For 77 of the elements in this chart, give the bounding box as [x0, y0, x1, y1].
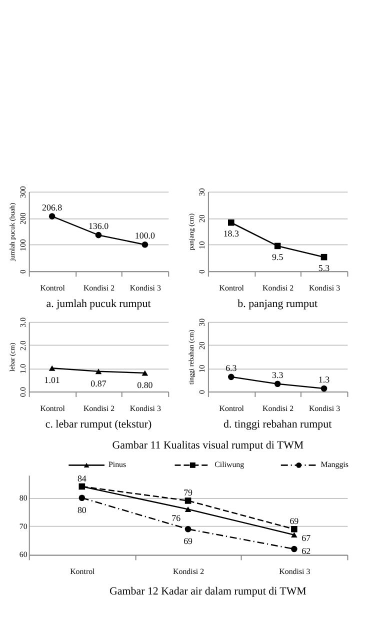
- y-tick-label: 20: [197, 342, 206, 350]
- point: [274, 380, 281, 388]
- data-label: 76: [172, 513, 182, 524]
- data-label: 67: [302, 532, 312, 543]
- y-tick-label: 10: [197, 241, 206, 250]
- data-label: 79: [184, 488, 194, 498]
- data-label: 1.01: [44, 375, 60, 386]
- y-tick-label: 10: [197, 364, 206, 373]
- x-tick-label: Kondisi 3: [279, 567, 310, 576]
- x-tick-label: Kontrol: [40, 284, 66, 293]
- data-label: 1.3: [318, 374, 330, 385]
- y-tick-label: 20: [197, 214, 206, 223]
- x-tick-label: Kontrol: [40, 404, 66, 413]
- x-tick-label: Kondisi 2: [262, 404, 294, 413]
- data-label: 62: [302, 546, 311, 556]
- text: b. panjang rumput: [238, 298, 318, 310]
- y-tick-label: 70: [19, 522, 28, 531]
- point: [291, 546, 298, 552]
- text: Gambar 11 Kualitas visual rumput di TWM: [112, 439, 304, 452]
- x-tick-label: Kondisi 2: [262, 284, 294, 293]
- data-label: 0.80: [137, 380, 154, 390]
- data-label: 80: [77, 504, 87, 515]
- legend-label: Ciliwung: [214, 460, 244, 470]
- y-tick-label: 3.0: [18, 317, 28, 328]
- y-tick-label: 0: [197, 390, 206, 394]
- y-tick-label: 100: [18, 239, 28, 252]
- x-tick-label: Kondisi 3: [130, 284, 161, 293]
- y-tick-label: 30: [197, 188, 206, 196]
- data-label: 0.87: [90, 378, 107, 388]
- point: [228, 374, 234, 380]
- data-label: 3.3: [272, 370, 284, 380]
- data-label: 206.8: [42, 202, 63, 212]
- point: [184, 498, 192, 504]
- point: [320, 254, 328, 260]
- x-tick-label: Kondisi 3: [130, 404, 161, 413]
- y-tick-label: 0: [197, 270, 206, 274]
- x-tick-label: Kondisi 3: [308, 404, 340, 413]
- data-label: 6.3: [226, 362, 238, 373]
- text: c. lebar rumput (tekstur): [45, 418, 152, 430]
- data-label: 5.3: [318, 263, 330, 274]
- point: [274, 242, 281, 250]
- y-tick-label: 0.0: [18, 387, 28, 398]
- x-tick-label: Kontrol: [219, 404, 245, 413]
- point: [48, 213, 56, 220]
- point: [95, 232, 102, 238]
- point: [142, 241, 148, 248]
- x-tick-label: Kondisi 2: [172, 567, 204, 576]
- data-label: 69: [184, 536, 194, 546]
- y-tick-label: 60: [19, 550, 28, 560]
- data-label: 100.0: [134, 230, 156, 241]
- legend-label: Manggis: [320, 460, 348, 470]
- point: [184, 526, 192, 532]
- x-tick-label: Kondisi 2: [83, 404, 115, 413]
- data-label: 84: [77, 474, 87, 484]
- point: [320, 385, 328, 392]
- x-tick-label: Kontrol: [70, 567, 96, 576]
- data-label: 69: [290, 516, 300, 526]
- legend-label: Pinus: [108, 460, 126, 470]
- y-tick-label: 1.0: [18, 364, 28, 374]
- text: Gambar 12 Kadar air dalam rumput di TWM: [109, 586, 307, 598]
- text: a. jumlah pucuk rumput: [46, 298, 151, 310]
- point: [78, 494, 86, 502]
- x-tick-label: Kondisi 2: [83, 284, 115, 293]
- y-tick-label: 30: [197, 318, 206, 326]
- y-tick-label: 300: [18, 186, 28, 198]
- text: d. tinggi rebahan rumput: [224, 418, 332, 430]
- point: [291, 526, 298, 532]
- y-tick-label: 2.0: [18, 340, 28, 351]
- point: [228, 219, 234, 226]
- data-label: 18.3: [223, 228, 240, 239]
- x-tick-label: Kondisi 3: [308, 284, 340, 293]
- data-label: 9.5: [272, 252, 284, 262]
- x-tick-label: Kontrol: [219, 284, 245, 293]
- y-tick-label: 200: [18, 212, 28, 225]
- y-tick-label: 80: [19, 493, 28, 502]
- data-label: 136.0: [88, 221, 110, 232]
- y-tick-label: 0: [18, 270, 28, 274]
